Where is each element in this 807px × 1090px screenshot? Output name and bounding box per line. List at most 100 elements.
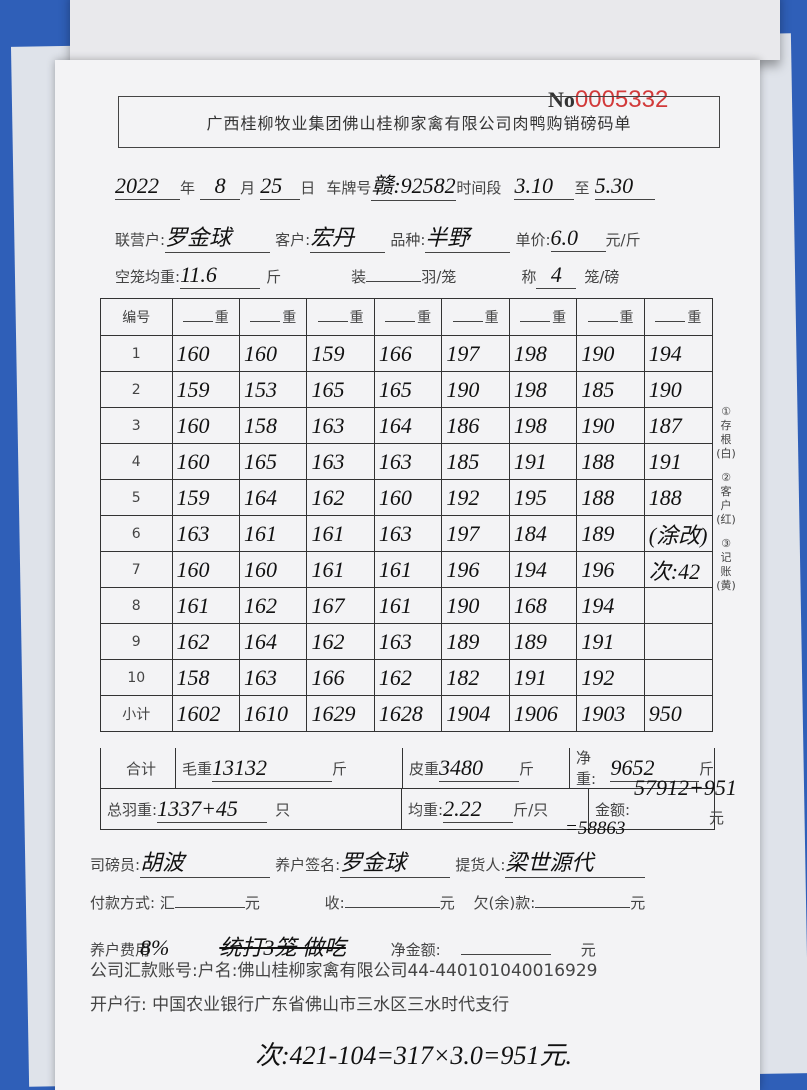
weight-table: 编号 重 重 重 重 重 重 重 重 1 160 160 159 166 197 198 19… [100,298,714,732]
weight-cell: 161 [373,551,443,588]
subtotal-cell: 1610 [238,695,308,732]
weight-cell: 161 [373,587,443,624]
subtotal-cell: 1906 [508,695,578,732]
weight-cell: 185 [441,443,510,480]
weight-cell: 186 [441,407,510,444]
weight-cell: 190 [643,371,714,408]
weight-cell: 162 [306,479,375,516]
deduction-line: 养户费用8% 统打3笼 做吃 净金额: 元 [90,935,596,960]
row-number: 6 [100,515,173,552]
table-row: 4 160 165 163 163 185 191 188 191 [100,443,714,480]
subtotal-cell: 1602 [171,695,240,732]
weight-cell: 189 [576,515,645,552]
weight-cell: 159 [306,335,375,372]
table-row: 6 163 161 161 163 197 184 189 (涂改) [100,515,714,552]
weight-cell: 164 [238,479,308,516]
row-number: 1 [100,335,173,372]
copy-labels: ①存根(白) ②客户(红) ③记账(黄) [716,405,736,592]
amount: 金额: 57912+951 元 [595,775,737,827]
net-weight: 净重: 9652 斤 [576,749,714,788]
count-row: 总羽重: 1337+45 只 均重: 2.22 斤/只 金额: 57912+951 元 [100,775,737,830]
index-header: 编号 [100,298,173,336]
subtotal-cell: 1629 [306,695,375,732]
weight-cell: 161 [171,587,240,624]
weight-cell: 164 [373,407,443,444]
weight-cell: 189 [508,623,578,660]
weight-cell: 166 [306,659,375,696]
signature-line: 司磅员:胡波 养户签名:罗金球 提货人:梁世源代 [90,845,646,878]
table-row: 2 159 153 165 165 190 198 185 190 [100,371,714,408]
bank-line: 开户行: 中国农业银行广东省佛山市三水区三水时代支行 [90,995,510,1015]
weight-cell: 191 [508,443,578,480]
tare-weight: 皮重 3480 斤 [403,748,570,788]
account-line: 公司汇款账号:户名:佛山桂柳家禽有限公司44-440101040016929 [90,961,598,981]
weight-cell: 184 [508,515,578,552]
table-header: 编号 重 重 重 重 重 重 重 重 [100,298,714,336]
partner-line: 联营户:罗金球 客户:宏丹 品种:半野 单价:6.0 元/斤 [115,220,641,253]
table-row: 1 160 160 159 166 197 198 190 194 [100,335,714,372]
weight-cell: 158 [238,407,308,444]
weight-cell: 163 [306,407,375,444]
weight-cell: 160 [238,335,308,372]
weight-cell: 190 [441,371,510,408]
row-number: 9 [100,623,173,660]
weight-cell: 192 [441,479,510,516]
handwritten-footnote: 次:421-104=317×3.0=951元. [255,1041,572,1070]
weight-cell: 185 [576,371,645,408]
weight-cell: (涂改) [643,515,714,552]
weight-cell: 159 [171,479,240,516]
subtotal-label: 小计 [100,695,173,732]
weight-cell: 197 [441,515,510,552]
form-number: No0005332 [548,86,669,113]
weight-cell: 163 [373,623,443,660]
table-row: 3 160 158 163 164 186 198 190 187 [100,407,714,444]
row-number: 8 [100,587,173,624]
weight-cell: 160 [171,551,240,588]
row-number: 7 [100,551,173,588]
weight-cell: 190 [576,407,645,444]
weight-cell: 163 [373,515,443,552]
weight-cell: 163 [238,659,308,696]
weight-cell: 160 [171,407,240,444]
amount-result: =58863 [565,818,626,839]
weight-cell: 196 [441,551,510,588]
cage-line: 空笼均重:11.6 斤 装羽/笼 称 4 笼/磅 [115,262,620,289]
weight-cell: 161 [306,515,375,552]
gross-weight: 毛重 13132 斤 [176,748,403,788]
weight-cell: 162 [238,587,308,624]
weight-cell: 166 [373,335,443,372]
weight-cell: 164 [238,623,308,660]
weight-cell: 195 [508,479,578,516]
weight-cell: 163 [373,443,443,480]
weight-cell: 190 [576,335,645,372]
payment-line: 付款方式: 汇元 收: 元 欠(余)款: 元 [90,894,646,912]
weight-cell: 198 [508,371,578,408]
weight-cell: 194 [643,335,714,372]
subtotal-cell: 1904 [441,695,510,732]
weight-cell: 192 [576,659,645,696]
weight-cell: 158 [171,659,240,696]
weight-cell: 165 [306,371,375,408]
weight-cell: 189 [441,623,510,660]
weight-cell: 188 [576,443,645,480]
weight-cell: 191 [643,443,714,480]
weight-cell: 198 [508,335,578,372]
weight-cell: 162 [373,659,443,696]
folded-top-page [70,0,780,60]
total-label: 合计 [101,748,176,788]
weight-cell: 160 [171,443,240,480]
subtotal-cell: 1628 [373,695,443,732]
weight-cell: 194 [576,587,645,624]
weight-cell: 153 [238,371,308,408]
weight-cell: 168 [508,587,578,624]
weight-cell: 160 [238,551,308,588]
form-title: 广西桂柳牧业集团佛山桂柳家禽有限公司肉鸭购销磅码单 [118,96,720,148]
table-row: 8 161 162 167 161 190 168 194 [100,587,714,624]
weight-cell: 163 [171,515,240,552]
weight-cell: 次:42 [643,551,714,588]
subtotal-cell: 950 [643,695,714,732]
weight-cell: 196 [576,551,645,588]
weight-cell: 191 [508,659,578,696]
weight-cell: 165 [373,371,443,408]
